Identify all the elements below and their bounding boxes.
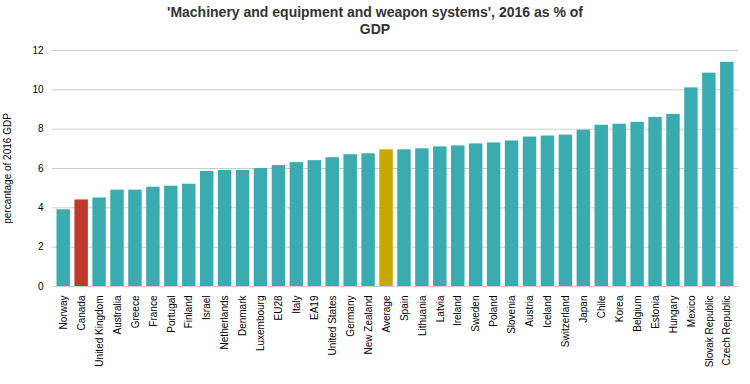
svg-text:EA19: EA19: [309, 295, 320, 320]
svg-text:Greece: Greece: [130, 295, 141, 328]
svg-text:Korea: Korea: [614, 295, 625, 322]
svg-text:Latvia: Latvia: [435, 295, 446, 322]
svg-text:Australia: Australia: [112, 295, 123, 334]
svg-text:Poland: Poland: [488, 296, 499, 327]
svg-text:United Kingdom: United Kingdom: [94, 296, 105, 367]
svg-text:Switzerland: Switzerland: [560, 296, 571, 348]
svg-text:Iceland: Iceland: [542, 296, 553, 328]
svg-text:Slovak Republic: Slovak Republic: [704, 296, 715, 368]
svg-text:Israel: Israel: [201, 296, 212, 320]
svg-text:Slovenia: Slovenia: [506, 295, 517, 334]
svg-text:Chile: Chile: [596, 295, 607, 318]
svg-text:Spain: Spain: [399, 296, 410, 322]
svg-text:Lithuania: Lithuania: [417, 295, 428, 336]
svg-text:Finland: Finland: [183, 296, 194, 329]
svg-text:New Zealand: New Zealand: [363, 296, 374, 355]
svg-text:Netherlands: Netherlands: [219, 296, 230, 350]
svg-text:percantage of 2016 GDP: percantage of 2016 GDP: [2, 113, 13, 224]
html-text:'Machinery and equipment and w: 'Machinery and equipment and weapon syst…: [167, 4, 583, 37]
svg-text:Japan: Japan: [578, 296, 589, 323]
svg-text:Luxembourg: Luxembourg: [255, 296, 266, 352]
svg-text:4: 4: [38, 202, 44, 213]
svg-text:France: France: [148, 295, 159, 327]
svg-text:Ireland: Ireland: [452, 296, 463, 327]
svg-text:Estonia: Estonia: [650, 295, 661, 329]
svg-text:10: 10: [32, 84, 44, 95]
svg-text:Norway: Norway: [58, 296, 69, 330]
svg-text:8: 8: [38, 123, 44, 134]
svg-text:Sweden: Sweden: [470, 296, 481, 332]
svg-text:6: 6: [38, 163, 44, 174]
svg-text:Canada: Canada: [76, 295, 87, 330]
svg-text:Germany: Germany: [345, 296, 356, 337]
svg-text:12: 12: [32, 45, 44, 56]
svg-text:United States: United States: [327, 296, 338, 356]
svg-text:Average: Average: [381, 295, 392, 333]
svg-text:EU28: EU28: [273, 295, 284, 320]
svg-text:Denmark: Denmark: [237, 295, 248, 337]
svg-text:0: 0: [38, 281, 44, 292]
svg-text:Hungary: Hungary: [668, 296, 679, 334]
svg-text:Austria: Austria: [524, 295, 535, 327]
svg-text:Belgium: Belgium: [632, 296, 643, 332]
svg-text:Czech Republic: Czech Republic: [721, 296, 732, 366]
svg-text:Italy: Italy: [291, 296, 302, 314]
svg-text:2: 2: [38, 241, 44, 252]
svg-text:Portugal: Portugal: [166, 296, 177, 333]
svg-text:Mexico: Mexico: [686, 295, 697, 327]
